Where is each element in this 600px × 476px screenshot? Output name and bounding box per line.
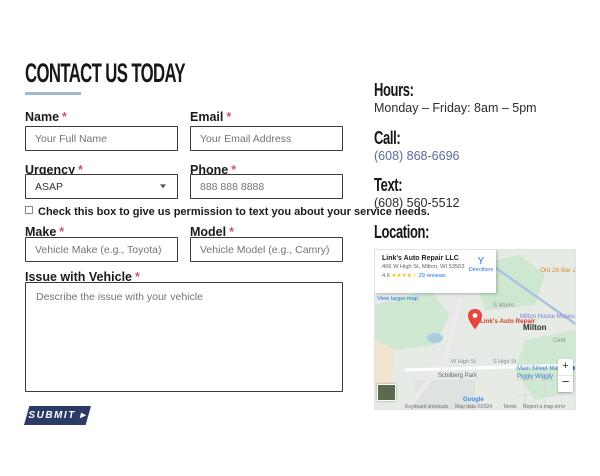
svg-text:Terms: Terms: [503, 404, 517, 410]
svg-text:Map data ©2024: Map data ©2024: [455, 403, 492, 410]
svg-text:Schilberg Park: Schilberg Park: [438, 373, 478, 379]
svg-text:Old 26 Bar and Gr: Old 26 Bar and Gr: [540, 267, 576, 274]
svg-text:Report a map error: Report a map error: [523, 404, 566, 410]
svg-text:S High St: S High St: [493, 359, 517, 365]
svg-text:Google: Google: [463, 397, 484, 403]
svg-text:S Morro: S Morro: [493, 303, 515, 309]
svg-text:Piggly Wiggly: Piggly Wiggly: [517, 374, 553, 380]
svg-text:Keyboard shortcuts: Keyboard shortcuts: [405, 404, 449, 410]
svg-text:Link's Auto Repair: Link's Auto Repair: [480, 318, 536, 325]
svg-text:W High St: W High St: [451, 359, 476, 365]
svg-text:Cent: Cent: [553, 338, 566, 344]
